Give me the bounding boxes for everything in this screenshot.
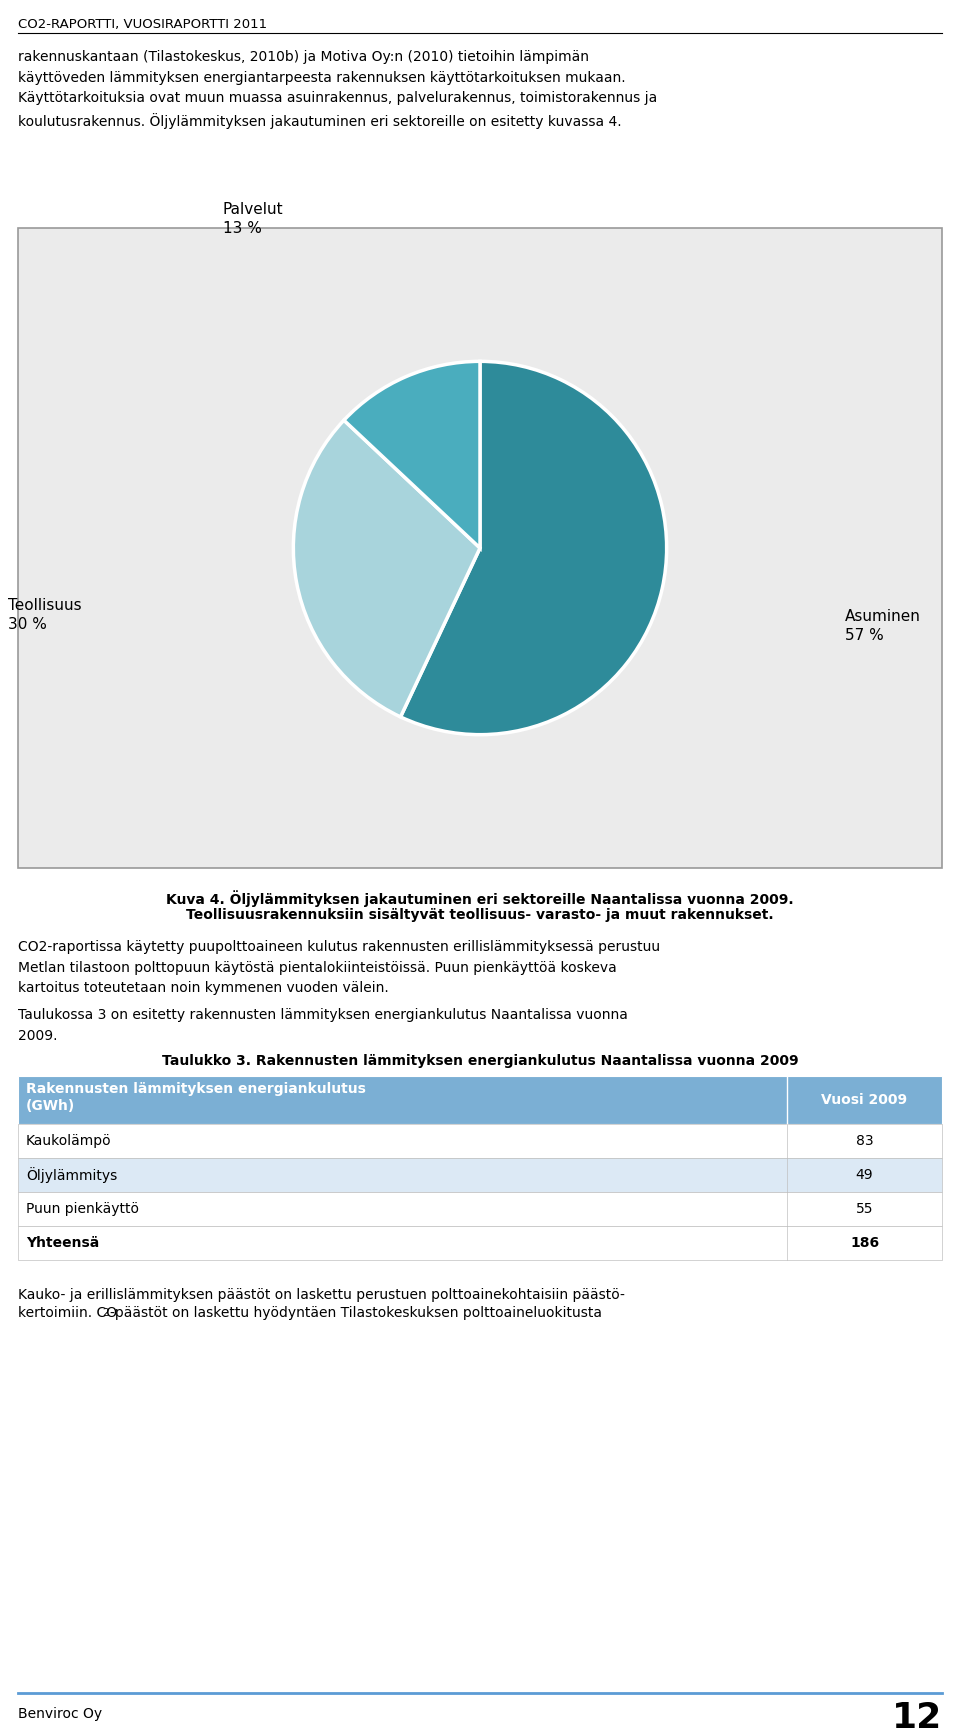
Text: 83: 83 <box>855 1134 874 1148</box>
Text: -päästöt on laskettu hyödyntäen Tilastokeskuksen polttoaineluokitusta: -päästöt on laskettu hyödyntäen Tilastok… <box>109 1305 602 1319</box>
Text: Kaukolämpö: Kaukolämpö <box>26 1134 111 1148</box>
Text: CO2-raportissa käytetty puupolttoaineen kulutus rakennusten erillislämmityksessä: CO2-raportissa käytetty puupolttoaineen … <box>18 941 660 996</box>
Text: 2: 2 <box>103 1309 108 1317</box>
Text: Puun pienkäyttö: Puun pienkäyttö <box>26 1202 139 1215</box>
Text: Vuosi 2009: Vuosi 2009 <box>822 1093 907 1107</box>
Wedge shape <box>294 420 480 718</box>
Text: Palvelut
13 %: Palvelut 13 % <box>223 202 283 237</box>
Text: Benviroc Oy: Benviroc Oy <box>18 1707 102 1720</box>
Text: Kauko- ja erillislämmityksen päästöt on laskettu perustuen polttoainekohtaisiin : Kauko- ja erillislämmityksen päästöt on … <box>18 1288 625 1302</box>
Text: Rakennusten lämmityksen energiankulutus
(GWh): Rakennusten lämmityksen energiankulutus … <box>26 1082 366 1113</box>
Bar <box>18 1191 942 1226</box>
Text: 12: 12 <box>892 1701 942 1729</box>
Text: Taulukossa 3 on esitetty rakennusten lämmityksen energiankulutus Naantalissa vuo: Taulukossa 3 on esitetty rakennusten läm… <box>18 1008 628 1043</box>
Text: kertoimiin. CO: kertoimiin. CO <box>18 1305 117 1319</box>
Bar <box>18 1075 942 1124</box>
Text: Taulukko 3. Rakennusten lämmityksen energiankulutus Naantalissa vuonna 2009: Taulukko 3. Rakennusten lämmityksen ener… <box>161 1055 799 1069</box>
Bar <box>18 228 942 868</box>
Text: Öljylämmitys: Öljylämmitys <box>26 1167 117 1183</box>
Wedge shape <box>344 361 480 548</box>
Text: Yhteensä: Yhteensä <box>26 1236 99 1250</box>
Text: Asuminen
57 %: Asuminen 57 % <box>845 609 921 643</box>
Text: 49: 49 <box>855 1169 874 1183</box>
Text: 186: 186 <box>850 1236 879 1250</box>
Text: 55: 55 <box>855 1202 874 1215</box>
Text: CO2-RAPORTTI, VUOSIRAPORTTI 2011: CO2-RAPORTTI, VUOSIRAPORTTI 2011 <box>18 17 267 31</box>
Text: Teollisuus
30 %: Teollisuus 30 % <box>8 598 82 633</box>
Bar <box>18 1124 942 1158</box>
Bar <box>18 1158 942 1191</box>
Bar <box>18 1226 942 1260</box>
Text: rakennuskantaan (Tilastokeskus, 2010b) ja Motiva Oy:n (2010) tietoihin lämpimän
: rakennuskantaan (Tilastokeskus, 2010b) j… <box>18 50 658 130</box>
Wedge shape <box>400 361 666 735</box>
Text: Kuva 4. Öljylämmityksen jakautuminen eri sektoreille Naantalissa vuonna 2009.: Kuva 4. Öljylämmityksen jakautuminen eri… <box>166 890 794 906</box>
Text: Teollisuusrakennuksiin sisältyvät teollisuus- varasto- ja muut rakennukset.: Teollisuusrakennuksiin sisältyvät teolli… <box>186 908 774 922</box>
